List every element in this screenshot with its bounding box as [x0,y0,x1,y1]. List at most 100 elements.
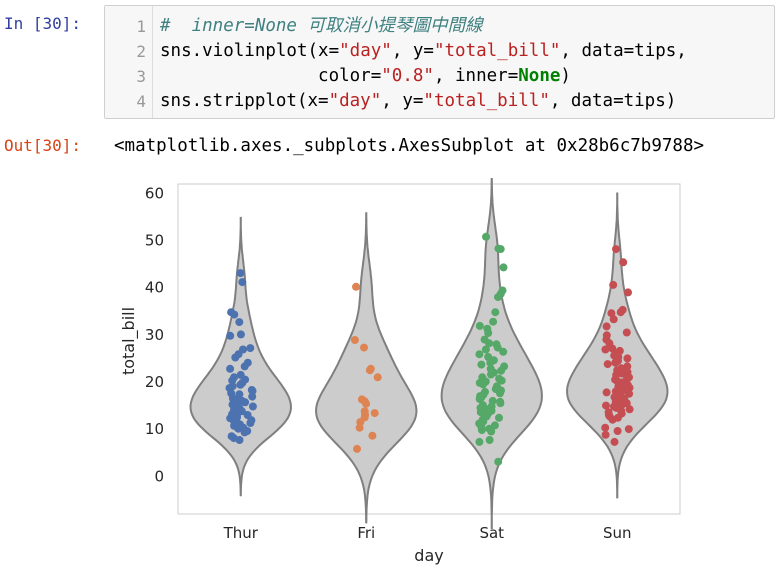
code-line-3: color="0.8", inner=None) [160,64,571,89]
strip-point [624,288,632,297]
strip-point [370,409,379,418]
strip-point [613,427,622,435]
y-tick-label: 0 [154,467,164,485]
strip-point [235,436,244,444]
line-number: 4 [136,92,146,111]
strip-point [236,269,245,278]
strip-point [475,321,484,330]
strip-point [625,405,634,414]
strip-point [240,362,249,371]
strip-point [241,398,250,407]
output-prompt: Out[30]: [4,136,82,155]
code-keyword: None [518,66,561,86]
x-tick-label: Fri [357,524,375,542]
strip-point [234,424,243,433]
strip-point [352,282,360,291]
output-text: <matplotlib.axes._subplots.AxesSubplot a… [114,136,705,156]
strip-point [496,399,505,408]
strip-point [602,388,611,397]
y-tick-label: 50 [145,232,164,250]
strip-point [610,437,619,446]
strip-point [609,315,618,324]
code-token: sns.stripplot(x= [160,91,329,111]
strip-point [246,344,255,353]
strip-point [236,380,245,389]
y-tick-label: 30 [145,326,164,344]
strip-point [601,423,610,432]
violin-sat [440,178,543,530]
strip-point [355,423,364,432]
strip-point [603,360,612,369]
strip-point [479,380,488,389]
strip-point [497,366,506,375]
strip-point [475,350,484,359]
violin-strip-chart: 0 10 20 30 40 50 60 Thur Fri Sat Sun day total_bill [119,178,681,565]
strip-point [495,413,503,422]
line-number-gutter: 1 2 3 4 [105,6,153,118]
strip-point [485,339,494,348]
y-axis-label: total_bill [119,307,139,375]
strip-point [362,399,371,408]
strip-point [493,343,502,352]
strip-point [236,330,245,339]
strip-point [248,392,257,401]
y-tick-label: 40 [145,279,164,297]
y-tick-label: 10 [145,420,164,438]
strip-point [609,280,618,289]
strip-point [477,426,486,435]
y-tick-label: 20 [145,373,164,391]
strip-point [496,389,504,398]
code-token: sns.violinplot(x= [160,41,340,61]
strip-point [484,329,493,337]
strip-point [499,347,508,356]
code-input-area[interactable]: 1 2 3 4 # inner=None 可取消小提琴圖中間線 sns.viol… [104,5,775,119]
strip-point [622,328,631,337]
strip-point [616,308,625,317]
code-string: "total_bill" [423,91,550,111]
strip-point [235,318,244,327]
strip-point [487,427,496,436]
strip-point [485,436,494,444]
line-number: 1 [136,17,146,36]
input-prompt: In [30]: [4,14,82,33]
code-comment: # inner=None 可取消小提琴圖中間線 [160,16,483,36]
code-line-4: sns.stripplot(x="day", y="total_bill", d… [160,89,676,114]
strip-point [624,425,633,434]
code-string: "day" [328,91,382,111]
x-axis-label: day [414,546,443,565]
strip-point [491,308,500,317]
code-string: "0.8" [381,66,434,86]
strip-point [623,362,632,371]
code-string: "day" [339,41,392,61]
strip-point [246,419,255,427]
code-token: , inner= [433,66,519,86]
strip-point [623,354,632,363]
strip-point [608,415,617,424]
x-tick-label: Sat [479,524,504,542]
code-token: color= [160,66,382,86]
strip-point [481,345,490,354]
strip-point [475,437,484,446]
strip-point [497,376,506,385]
strip-point [475,395,484,403]
strip-point [487,370,495,379]
strip-point [494,457,503,466]
strip-point [248,402,257,411]
strip-point [499,263,508,272]
code-string: "total_bill" [433,41,561,61]
strip-point [607,309,616,318]
code-token: , y= [391,41,434,61]
strip-point [365,366,374,375]
violin-fri [315,212,418,524]
code-token: , y= [381,91,424,111]
strip-point [496,245,505,254]
strip-point [368,431,377,440]
line-number: 2 [136,42,146,61]
strip-point [482,232,490,241]
strip-point [486,358,495,367]
violin-sun [566,192,669,499]
code-token: ) [560,66,571,86]
x-tick-label: Thur [223,524,259,542]
strip-point [494,293,502,302]
plot-frame [177,183,681,515]
